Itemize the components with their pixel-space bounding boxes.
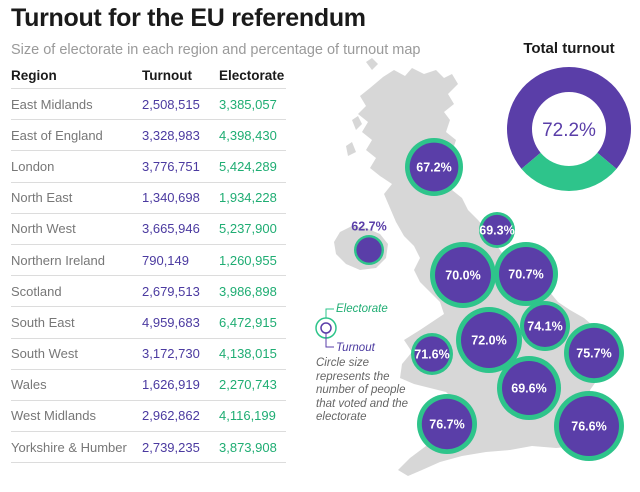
turnout-cell: 2,962,862 xyxy=(142,399,219,432)
region-cell: London xyxy=(11,150,142,183)
bubble-turnout xyxy=(409,142,459,192)
bubble-label: 69.6% xyxy=(511,382,546,396)
bubble-turnout xyxy=(414,336,450,372)
region-table: Region Turnout Electorate East Midlands 2… xyxy=(11,62,286,464)
header-region: Region xyxy=(11,67,57,83)
turnout-cell: 1,626,919 xyxy=(142,368,219,401)
region-cell: Wales xyxy=(11,368,142,401)
legend-turnout-label: Turnout xyxy=(336,342,375,354)
legend-note: Circle size represents the number of peo… xyxy=(316,357,409,423)
table-body: East Midlands 2,508,515 3,385,057 East of E… xyxy=(11,87,286,464)
bubble-turnout xyxy=(461,312,517,368)
page-title: Turnout for the EU referendum xyxy=(11,4,366,32)
bubble-turnout xyxy=(435,247,491,303)
page-subtitle: Size of electorate in each region and pe… xyxy=(11,42,421,58)
turnout-cell: 3,172,730 xyxy=(142,337,219,370)
turnout-cell: 3,776,751 xyxy=(142,150,219,183)
bubble-label: 70.7% xyxy=(508,268,543,282)
donut-value-label: 72.2% xyxy=(542,120,596,141)
region-cell: Scotland xyxy=(11,275,142,307)
turnout-cell: 1,340,698 xyxy=(142,181,219,214)
turnout-cell: 2,739,235 xyxy=(142,431,219,464)
table-header-row: Region Turnout Electorate xyxy=(11,62,286,89)
table-row: East of England 3,328,983 4,398,430 xyxy=(11,119,286,151)
electorate-cell: 1,934,228 xyxy=(219,181,286,214)
bubble-label: 76.6% xyxy=(571,420,606,434)
bubble-turnout xyxy=(568,327,620,379)
donut-nonvoter-segment xyxy=(521,152,617,192)
bubble-label: 72.0% xyxy=(471,334,506,348)
region-cell: Northern Ireland xyxy=(11,243,142,276)
bubble-label: 76.7% xyxy=(429,418,464,432)
header-electorate: Electorate xyxy=(219,67,285,83)
bubble-label: 74.1% xyxy=(527,320,562,334)
table-row: London 3,776,751 5,424,289 xyxy=(11,150,286,183)
header-turnout: Turnout xyxy=(142,67,192,83)
region-bubbles: 67.2% 62.7% 69.3% 70.0% 70.7% 72.0% 74.1% 71.6%… xyxy=(351,138,624,461)
region-cell: West Midlands xyxy=(11,399,142,432)
bubble-turnout xyxy=(524,305,566,347)
table-row: Northern Ireland 790,149 1,260,955 xyxy=(11,243,286,276)
region-cell: Yorkshire & Humber xyxy=(11,431,142,464)
table-row: North East 1,340,698 1,934,228 xyxy=(11,181,286,214)
turnout-cell: 4,959,683 xyxy=(142,306,219,338)
turnout-cell: 3,665,946 xyxy=(142,212,219,245)
bubble-label: 71.6% xyxy=(414,348,449,362)
table-row: Wales 1,626,919 2,270,743 xyxy=(11,368,286,401)
table-row: South West 3,172,730 4,138,015 xyxy=(11,337,286,370)
total-turnout-donut: 72.2% xyxy=(507,67,631,192)
region-cell: North West xyxy=(11,212,142,245)
electorate-cell: 5,424,289 xyxy=(219,150,286,183)
turnout-cell: 2,679,513 xyxy=(142,275,219,307)
bubble-label: 75.7% xyxy=(576,347,611,361)
region-cell: East Midlands xyxy=(11,87,142,120)
electorate-cell: 1,260,955 xyxy=(219,243,286,276)
bubble-turnout xyxy=(421,398,473,450)
table-row: South East 4,959,683 6,472,915 xyxy=(11,306,286,338)
legend-turnout-leader xyxy=(325,333,334,348)
donut-turnout-segment xyxy=(507,67,631,169)
legend-glyph xyxy=(315,308,337,348)
bubble-turnout xyxy=(499,247,553,301)
bubble-turnout xyxy=(356,237,382,263)
turnout-cell: 3,328,983 xyxy=(142,119,219,151)
electorate-cell: 3,873,908 xyxy=(219,431,286,464)
region-cell: East of England xyxy=(11,119,142,151)
electorate-cell: 4,398,430 xyxy=(219,119,286,151)
electorate-cell: 3,986,898 xyxy=(219,275,286,307)
legend-electorate-label: Electorate xyxy=(336,303,388,315)
table-row: Yorkshire & Humber 2,739,235 3,873,908 xyxy=(11,431,286,464)
region-cell: North East xyxy=(11,181,142,214)
bubble-turnout xyxy=(502,361,556,415)
bubble-label: 67.2% xyxy=(416,161,451,175)
electorate-cell: 2,270,743 xyxy=(219,368,286,401)
table-row: North West 3,665,946 5,237,900 xyxy=(11,212,286,245)
table-row: East Midlands 2,508,515 3,385,057 xyxy=(11,87,286,120)
region-cell: South East xyxy=(11,306,142,338)
legend-electorate-leader xyxy=(325,308,334,318)
donut-title: Total turnout xyxy=(523,40,615,57)
legend-turnout-ring xyxy=(320,322,332,334)
electorate-cell: 3,385,057 xyxy=(219,87,286,120)
bubble-turnout xyxy=(481,214,513,246)
table-row: West Midlands 2,962,862 4,116,199 xyxy=(11,399,286,432)
electorate-cell: 4,138,015 xyxy=(219,337,286,370)
table-row: Scotland 2,679,513 3,986,898 xyxy=(11,275,286,307)
turnout-cell: 2,508,515 xyxy=(142,87,219,120)
electorate-cell: 6,472,915 xyxy=(219,306,286,338)
turnout-cell: 790,149 xyxy=(142,243,219,276)
electorate-cell: 5,237,900 xyxy=(219,212,286,245)
bubble-turnout xyxy=(559,396,619,456)
bubble-label: 70.0% xyxy=(445,269,480,283)
bubble-label: 62.7% xyxy=(351,220,386,234)
region-cell: South West xyxy=(11,337,142,370)
bubble-label: 69.3% xyxy=(479,224,514,238)
electorate-cell: 4,116,199 xyxy=(219,399,286,432)
